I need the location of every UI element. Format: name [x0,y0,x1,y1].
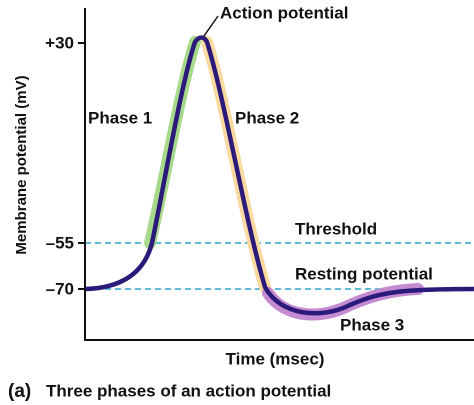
caption-letter: (a) [8,381,31,402]
x-axis-label: Time (msec) [226,349,325,368]
resting-label: Resting potential [295,264,433,283]
peak-label: Action potential [220,3,348,22]
caption-text: Three phases of an action potential [46,381,331,400]
phase3-label: Phase 3 [340,315,404,334]
y-tick-label: –70 [46,279,74,298]
y-tick-label: –55 [46,233,74,252]
phase2-label: Phase 2 [235,108,299,127]
y-axis-label: Membrane potential (mV) [13,75,30,254]
leader-line [203,15,219,37]
action-potential-curve [84,35,474,316]
phase1-label: Phase 1 [88,108,152,127]
threshold-label: Threshold [295,219,377,238]
y-tick-label: +30 [45,33,74,52]
